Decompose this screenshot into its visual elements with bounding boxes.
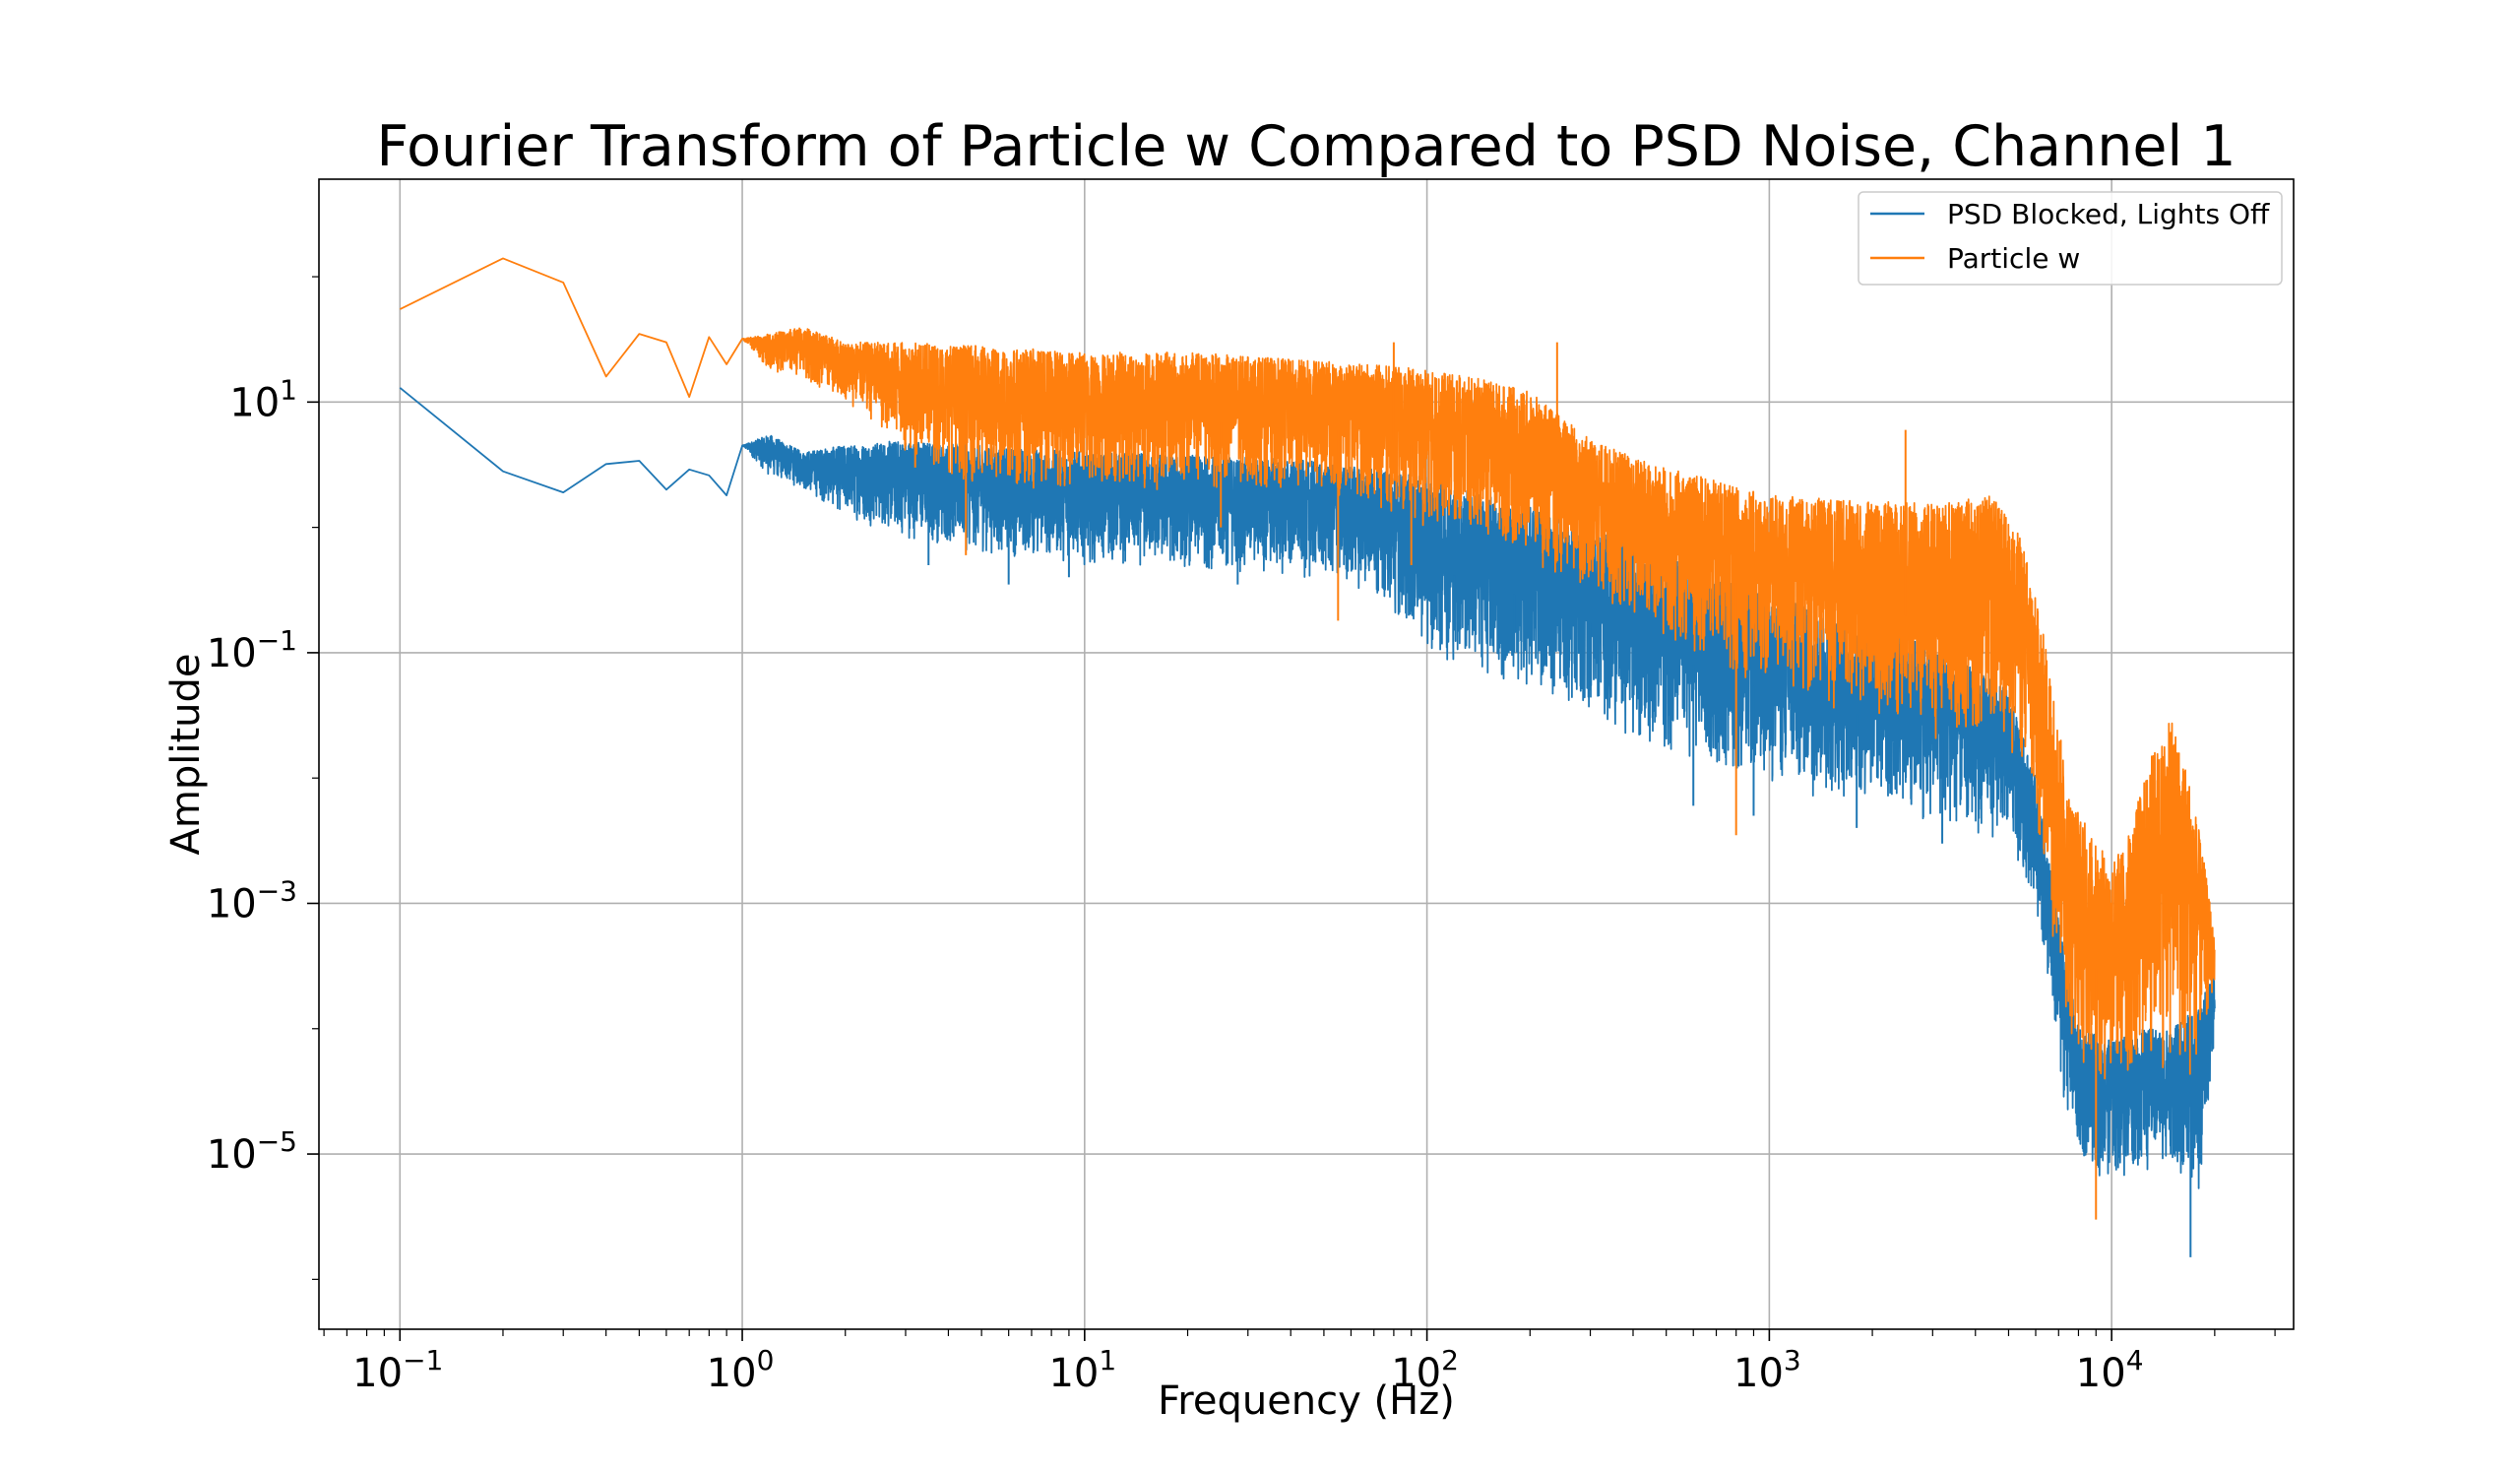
particle-w-series-line	[399, 257, 2216, 1080]
x-tick-label-base: 10	[707, 1351, 757, 1396]
x-tick-label-exponent: 0	[757, 1344, 775, 1376]
y-tick-label: 10−5	[207, 1125, 297, 1178]
x-tick-label-base: 10	[2076, 1351, 2126, 1396]
y-axis-label: Amplitude	[163, 654, 209, 856]
chart-title: Fourier Transform of Particle w Compared…	[376, 114, 2236, 179]
x-axis-ticks: 10−1 100 101 102 103 104	[323, 1329, 2276, 1396]
x-tick-label-base: 10	[1733, 1351, 1784, 1396]
legend-label-psd: PSD Blocked, Lights Off	[1947, 198, 2270, 230]
x-tick-label-base: 10	[1048, 1351, 1099, 1396]
x-tick-label: 100	[707, 1344, 775, 1396]
y-tick-label-base: 10	[207, 631, 257, 676]
y-tick-label: 101	[229, 373, 297, 425]
x-axis-label: Frequency (Hz)	[1158, 1378, 1455, 1424]
y-tick-label-exponent: 1	[280, 373, 297, 406]
y-tick-label-exponent: −1	[257, 624, 297, 657]
legend: PSD Blocked, Lights Off Particle w	[1858, 191, 2283, 286]
x-tick-label: 10−1	[352, 1344, 443, 1396]
x-tick-label-exponent: 3	[1784, 1344, 1801, 1376]
x-tick-label-exponent: 1	[1099, 1344, 1116, 1376]
y-tick-label-base: 10	[229, 380, 280, 425]
psd-blocked-series	[399, 387, 2216, 1257]
legend-box	[1858, 191, 2283, 286]
particle-w-series	[399, 257, 2216, 1220]
plot-frame	[318, 178, 2295, 1330]
y-tick-label-exponent: −5	[257, 1125, 297, 1158]
x-tick-label-exponent: 2	[1441, 1344, 1459, 1376]
x-tick-label: 101	[1048, 1344, 1116, 1396]
psd-blocked-series-line	[399, 387, 2216, 1189]
y-tick-label-exponent: −3	[257, 874, 297, 907]
legend-label-particle: Particle w	[1947, 242, 2080, 275]
y-tick-label-base: 10	[207, 1132, 257, 1178]
y-tick-label: 10−3	[207, 874, 297, 927]
y-tick-label: 10−1	[207, 624, 297, 676]
x-tick-label-exponent: −1	[403, 1344, 443, 1376]
x-tick-label: 104	[2076, 1344, 2144, 1396]
x-tick-label-exponent: 4	[2126, 1344, 2144, 1376]
x-tick-label: 103	[1733, 1344, 1801, 1396]
x-tick-label-base: 10	[1391, 1351, 1441, 1396]
series-lines	[399, 257, 2216, 1257]
x-tick-label: 102	[1391, 1344, 1459, 1396]
y-tick-label-base: 10	[207, 881, 257, 927]
x-tick-label-base: 10	[352, 1351, 403, 1396]
